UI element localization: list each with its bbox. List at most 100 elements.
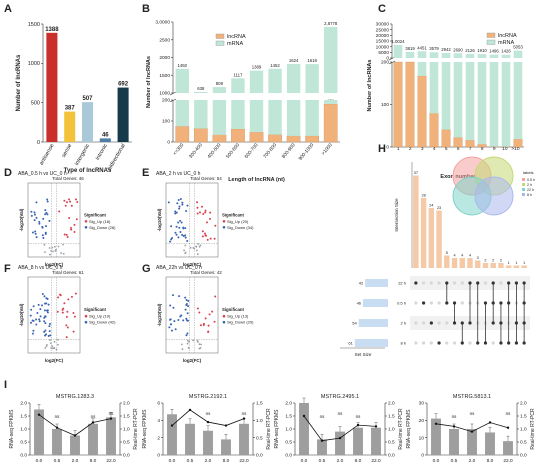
i1-y-title: RNA-seq FPKMS [9, 409, 15, 449]
vol-d-point-up [66, 201, 68, 203]
vol-e-point-ns [190, 247, 192, 249]
vol-g-point-down [170, 318, 172, 320]
i2-rtpcr-point [189, 409, 191, 411]
vol-d-point-up [58, 211, 60, 213]
vol-e-point-down [174, 232, 176, 234]
panel-letter-I: I [4, 379, 7, 391]
h-intersection-label: 3 [477, 256, 479, 260]
vol-e-point-down [184, 227, 186, 229]
vol-e-point-ns [183, 250, 185, 252]
vol-e-point-up [196, 207, 198, 209]
c-bar-label-mRNA: 3819 [405, 46, 415, 51]
h-matrix-dot [430, 281, 433, 284]
c-bar-label-mRNA: 5053 [513, 45, 523, 50]
a-x-tick-label: intergenic [74, 143, 91, 167]
vol-f-point-down [30, 315, 32, 317]
h-intersection-label: 28 [421, 194, 425, 198]
vol-e-legend-marker-up [223, 220, 226, 223]
i1-bar-22.0 [106, 417, 116, 455]
vol-e-point-up [201, 206, 203, 208]
c-legend-swatch-lncRNA [487, 33, 495, 38]
c-bar-label-mRNA: 1426 [501, 49, 511, 54]
i4-title: MSTRG.5813.1 [453, 394, 491, 400]
vol-d-point-ns [51, 247, 53, 249]
c-bar-mRNA-3 [418, 51, 427, 58]
h-matrix-dot [445, 341, 448, 344]
b-bar-mRNA-lower-500-600 [231, 100, 244, 129]
i1-bar-8.0 [88, 424, 98, 455]
vol-f-point-up [63, 302, 65, 304]
vol-g-point-down [171, 330, 173, 332]
i4-y2-tick-label: 0.0 [520, 453, 527, 459]
vol-f-point-ns [57, 339, 59, 341]
h-intersection-bar [460, 258, 465, 268]
h-matrix-dot [445, 321, 448, 324]
c-bar-mRNA-7 [466, 54, 475, 58]
b-y-tick-label: 3,0000 [155, 20, 170, 26]
a-bar-label: 692 [118, 82, 129, 88]
vol-f-point-up [66, 336, 68, 338]
i1-bar-2.0 [70, 436, 80, 456]
h-venn-legend-label: 8 h [527, 193, 532, 197]
vol-d-subtitle: Total Genes: 46 [52, 176, 84, 181]
h-intersection-label: 1 [508, 261, 510, 265]
h-matrix-dot [430, 341, 433, 344]
vol-f-point-down [44, 330, 46, 332]
b-bar-lncRNA-800-900 [287, 136, 300, 142]
b-y-tick-label: 1000 [159, 91, 170, 97]
vol-g-point-up [208, 325, 210, 327]
c-bar-mRNA-5 [442, 53, 451, 58]
b-bar-label-mRNA: 2,8778 [324, 21, 338, 26]
vol-d-point-up [68, 198, 70, 200]
vol-d-point-up [74, 231, 76, 233]
i3-sig-label: ns [356, 414, 362, 419]
vol-d-y-title: -log10(Val) [19, 208, 24, 231]
i3-y-tick-label: 1.0 [285, 427, 292, 433]
vol-d-point-ns [49, 247, 51, 249]
vol-f-point-up [71, 296, 73, 298]
i1-rtpcr-point [92, 421, 94, 423]
vol-f-point-down [47, 309, 49, 311]
h-set-size-label: 46 [357, 301, 362, 306]
b-bar-lncRNA-500-600 [231, 129, 244, 142]
vol-f-y-title: -log10(Val) [19, 303, 24, 326]
vol-e-point-ns [197, 253, 199, 255]
vol-f-point-up [65, 324, 67, 326]
c-y-tick-label: 10000 [376, 44, 390, 50]
i1-bar-0.0 [34, 410, 44, 456]
i3-x-tick-label: 2.0 [337, 458, 344, 464]
vol-f-point-down [32, 333, 34, 335]
vol-d-point-up [69, 201, 71, 203]
vol-d-point-up [76, 218, 78, 220]
b-bar-mRNA->1000 [324, 27, 337, 93]
h-venn-legend-swatch [522, 188, 525, 191]
vol-f-point-up [59, 294, 61, 296]
vol-f-legend-marker-up [85, 315, 88, 318]
b-bar-mRNA-400-500 [213, 87, 226, 93]
b-bar-lncRNA-600-700 [250, 132, 263, 142]
i1-y-tick-label: 1.5 [20, 414, 27, 420]
i1-rtpcr-point [74, 434, 76, 436]
i1-y2-tick-label: 0.5 [123, 440, 130, 446]
i2-y-tick-label: 6 [157, 401, 160, 407]
vol-g-legend-title: Significant [222, 307, 245, 312]
i4-y-tick-label: 0 [421, 453, 424, 459]
i1-rtpcr-point [110, 417, 112, 419]
vol-d-point-down [42, 218, 44, 220]
vol-g-point-down [186, 333, 188, 335]
vol-g-x-title: log2(FC) [183, 358, 202, 363]
vol-g-point-up [203, 324, 205, 326]
vol-f-point-down [41, 304, 43, 306]
i3-x-tick-label: 8.0 [355, 458, 362, 464]
c-y-tick-label: 15000 [376, 39, 390, 45]
i4-x-tick-label: 8.0 [487, 458, 494, 464]
i1-x-tick-label: 0.0 [36, 458, 43, 464]
i1-sig-label: ns [55, 414, 61, 419]
vol-d-point-down [35, 201, 37, 203]
c-x-tick-label: 2 [409, 146, 412, 152]
h-intersection-bar [521, 266, 526, 269]
vol-f-point-down [43, 320, 45, 322]
a-bar-antisense [46, 33, 57, 142]
vol-g-point-down [182, 319, 184, 321]
vol-f-point-up [73, 331, 75, 333]
